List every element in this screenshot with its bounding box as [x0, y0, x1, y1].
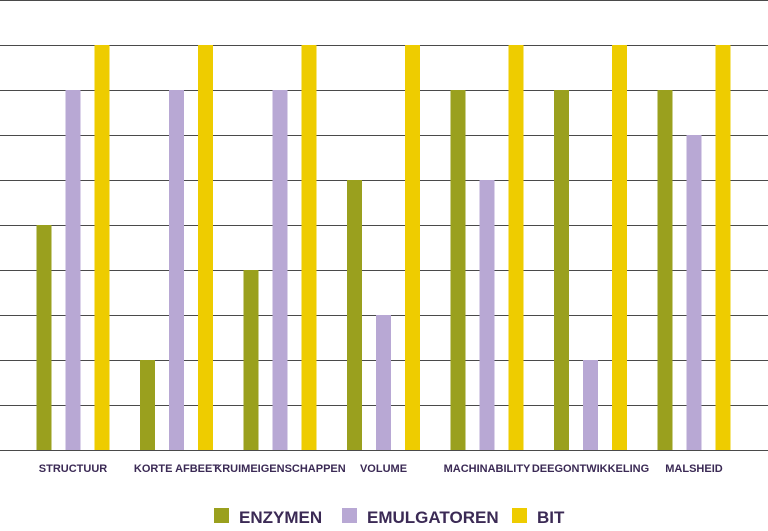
x-tick-label: KRUIMEIGENSCHAPPEN	[214, 463, 345, 475]
legend-label: EMULGATOREN	[367, 508, 499, 527]
bar-bit	[612, 45, 627, 450]
x-tick-label: MALSHEID	[665, 463, 723, 475]
grid-lines	[0, 0, 768, 451]
legend-swatch	[512, 508, 527, 523]
bar-enzymen	[347, 180, 362, 450]
bar-bit	[301, 45, 317, 450]
bar-emulgatoren	[376, 315, 391, 450]
x-tick-label: STRUCTUUR	[39, 463, 107, 475]
x-tick-label: KORTE AFBEET	[134, 463, 219, 475]
bar-emulgatoren	[169, 90, 184, 450]
bar-emulgatoren	[479, 180, 495, 450]
bar-group	[243, 45, 317, 450]
bar-emulgatoren	[272, 90, 288, 450]
legend-swatch	[214, 508, 229, 523]
bars	[36, 45, 731, 450]
bar-bit	[198, 45, 213, 450]
bar-group	[36, 45, 110, 450]
legend: ENZYMEN EMULGATOREN BIT	[214, 508, 565, 527]
bar-bit	[715, 45, 731, 450]
bar-group	[554, 45, 627, 450]
bar-bit	[508, 45, 524, 450]
x-tick-label: VOLUME	[360, 463, 407, 475]
bar-emulgatoren	[686, 135, 702, 450]
legend-label: ENZYMEN	[239, 508, 322, 527]
bar-group	[657, 45, 731, 450]
bar-group	[347, 45, 420, 450]
legend-item: EMULGATOREN	[342, 508, 499, 527]
bar-emulgatoren	[65, 90, 81, 450]
legend-item: ENZYMEN	[214, 508, 322, 527]
legend-item: BIT	[512, 508, 565, 527]
bar-enzymen	[554, 90, 569, 450]
bar-emulgatoren	[583, 360, 598, 450]
legend-swatch	[342, 508, 357, 523]
bar-enzymen	[140, 360, 155, 450]
bar-bit	[94, 45, 110, 450]
bar-enzymen	[450, 90, 466, 450]
x-tick-label: MACHINABILITY	[444, 463, 531, 475]
bar-enzymen	[657, 90, 673, 450]
bar-enzymen	[243, 270, 259, 450]
bar-group	[140, 45, 213, 450]
bar-enzymen	[36, 225, 52, 450]
bar-group	[450, 45, 524, 450]
bar-bit	[405, 45, 420, 450]
x-tick-label: DEEGONTWIKKELING	[532, 463, 649, 475]
legend-label: BIT	[537, 508, 565, 527]
